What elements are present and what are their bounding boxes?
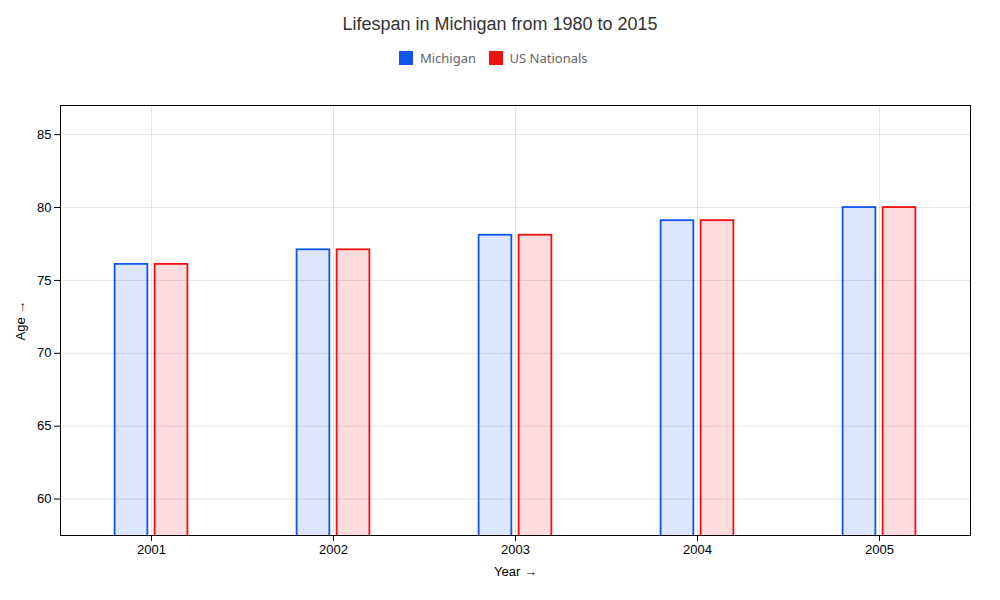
svg-text:Age →: Age →: [13, 300, 28, 340]
svg-text:2001: 2001: [137, 541, 166, 556]
svg-text:2004: 2004: [683, 541, 712, 556]
html-text:Michigan: Michigan: [419, 48, 476, 67]
svg-text:2002: 2002: [319, 541, 348, 556]
svg-text:70: 70: [37, 345, 51, 360]
svg-text:2005: 2005: [865, 541, 894, 556]
svg-text:65: 65: [37, 418, 51, 433]
html-text:US Nationals: US Nationals: [509, 48, 588, 67]
svg-text:75: 75: [37, 272, 51, 287]
svg-text:Year →: Year →: [494, 563, 537, 578]
svg-text:60: 60: [37, 491, 51, 506]
svg-text:2003: 2003: [501, 541, 530, 556]
html-text:Lifespan in Michigan from 1980: Lifespan in Michigan from 1980 to 2015: [342, 14, 658, 34]
svg-text:85: 85: [37, 126, 51, 141]
svg-text:80: 80: [37, 199, 51, 214]
